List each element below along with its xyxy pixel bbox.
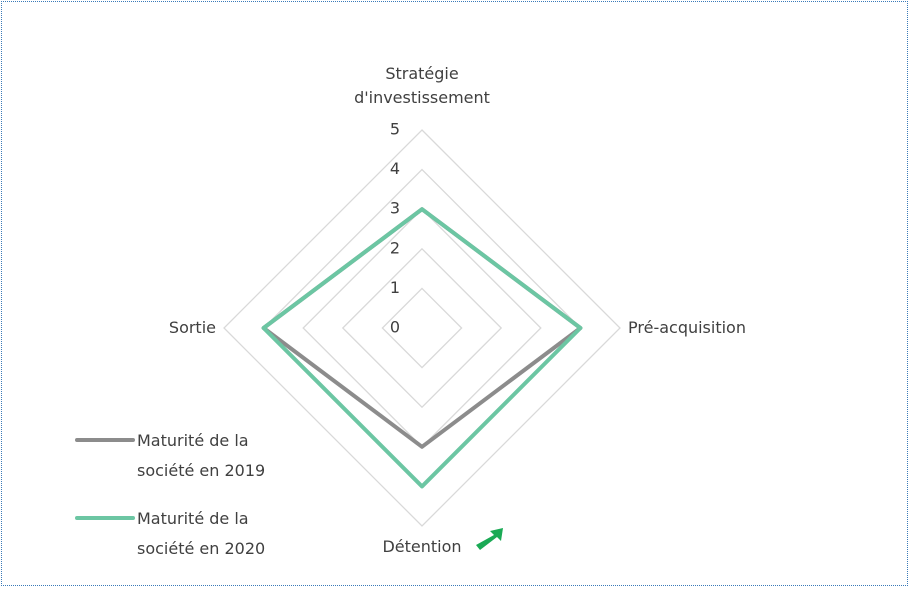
arrow-icon (476, 528, 503, 550)
legend-label: Maturité de la société en 2019 (137, 431, 266, 480)
r-tick-label: 1 (390, 278, 400, 297)
r-tick-label: 0 (390, 318, 400, 337)
category-label: Détention (382, 537, 462, 556)
series-line (261, 207, 583, 449)
category-label: Pré-acquisition (628, 318, 746, 337)
r-tick-label: 2 (390, 238, 400, 257)
legend-label: Maturité de la société en 2020 (137, 509, 266, 558)
series-line (261, 207, 583, 489)
grid-ring (381, 287, 463, 369)
grid-ring (341, 247, 503, 409)
category-label: Sortie (168, 318, 216, 337)
r-tick-label: 5 (390, 120, 400, 139)
grid-ring (223, 129, 621, 527)
category-label: Stratégie d'investissement (354, 64, 490, 107)
grid-ring (262, 168, 582, 488)
grid-ring (302, 208, 542, 448)
r-tick-label: 4 (390, 159, 400, 178)
r-tick-label: 3 (390, 199, 400, 218)
